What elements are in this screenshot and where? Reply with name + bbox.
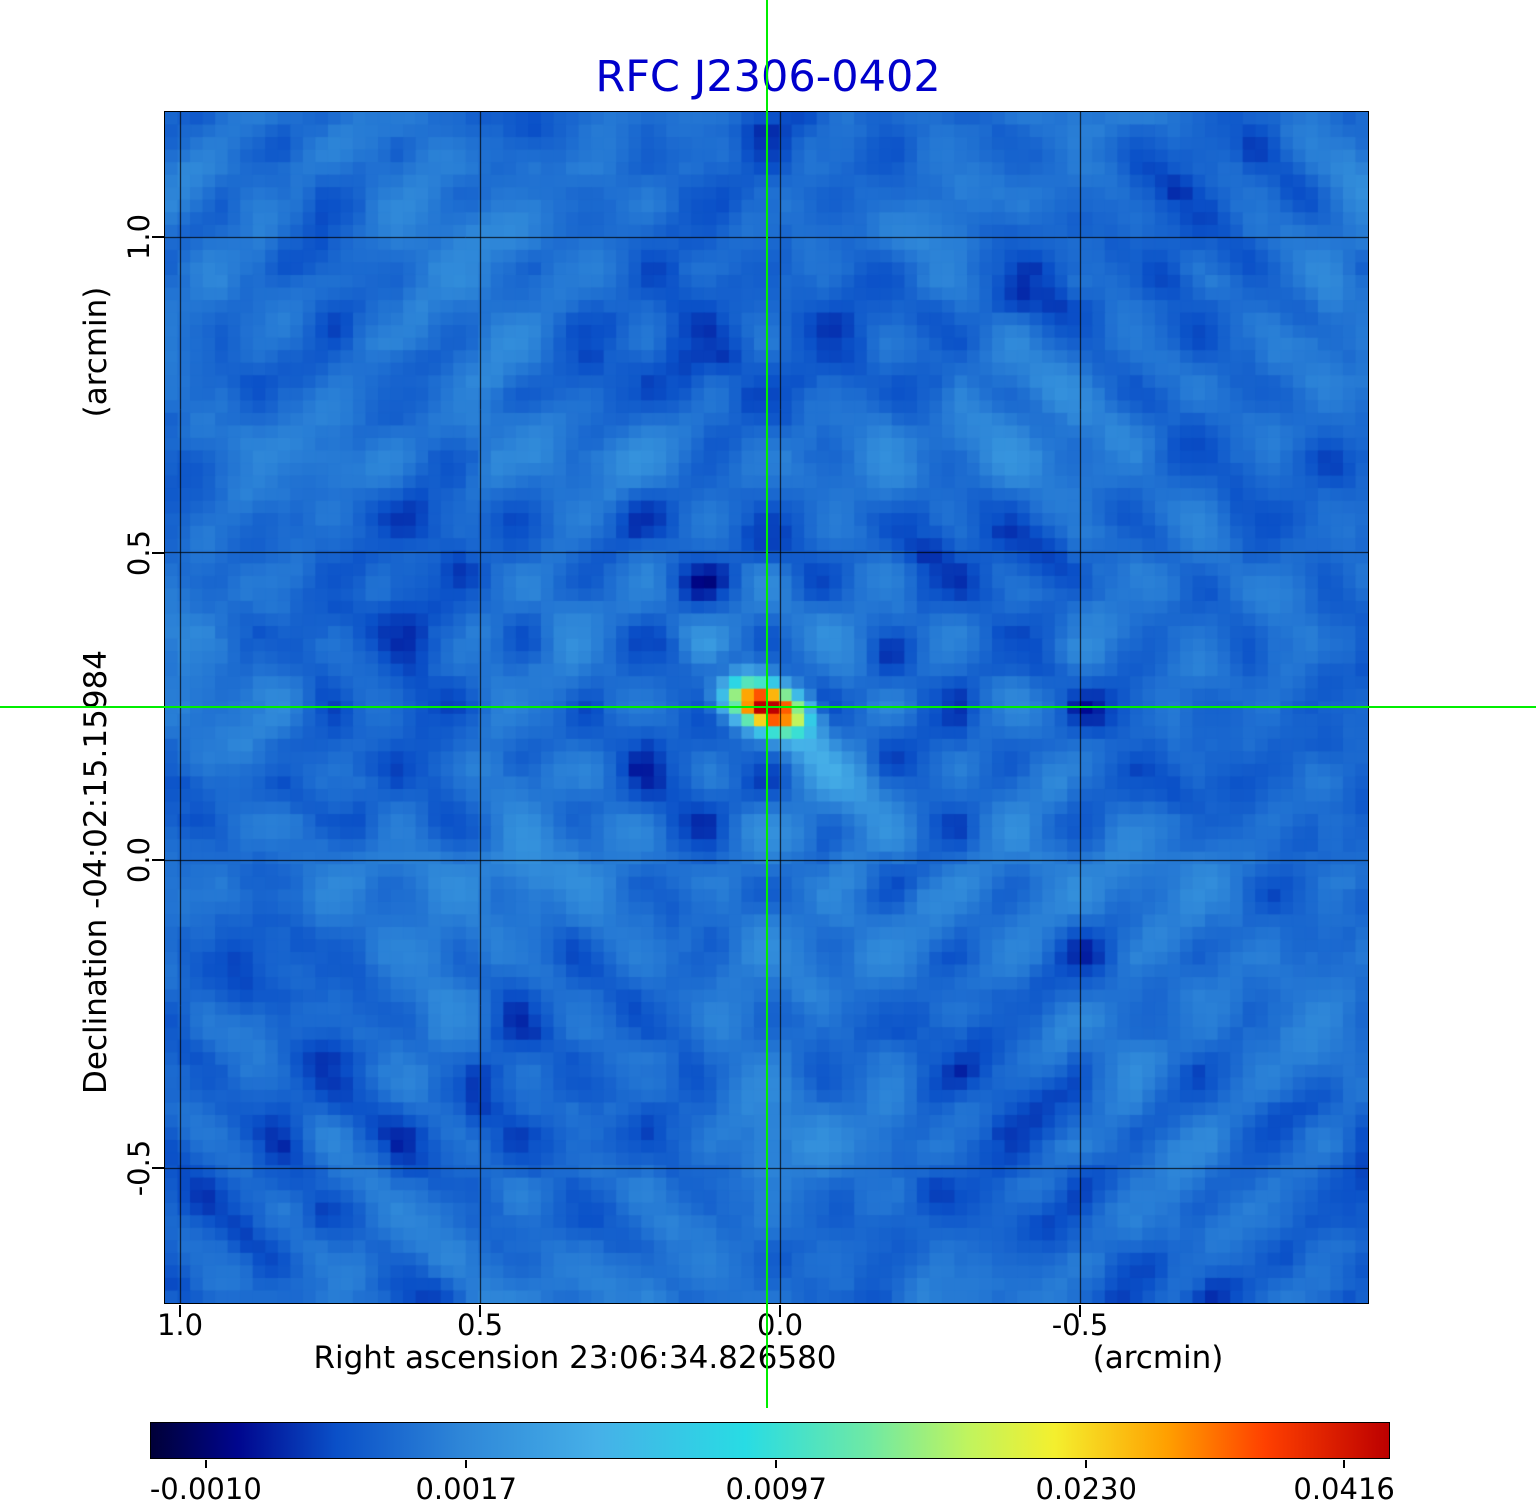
x-axis-tick-mark (479, 1305, 481, 1317)
colorbar (150, 1422, 1390, 1459)
x-axis-unit-label: (arcmin) (1092, 1340, 1224, 1376)
crosshair-horizontal-line (0, 706, 1536, 708)
plot-title: RFC J2306-0402 (595, 52, 941, 102)
colorbar-tick-label: 0.0230 (1035, 1472, 1137, 1506)
y-axis-tick-mark (152, 1167, 164, 1169)
colorbar-tick-label: 0.0017 (415, 1472, 517, 1506)
y-axis-title: Declination -04:02:15.15984 (78, 650, 114, 1094)
colorbar-tick-label: -0.0010 (149, 1472, 262, 1506)
colorbar-tick-mark (204, 1460, 207, 1468)
y-tick-label: 1.0 (122, 213, 156, 261)
y-axis-tick-mark (152, 552, 164, 554)
colorbar-tick-mark (1343, 1460, 1346, 1468)
crosshair-vertical-line (766, 0, 768, 1408)
x-tick-label: -0.5 (1051, 1308, 1109, 1342)
colorbar-tick-mark (465, 1460, 468, 1468)
x-axis-tick-mark (1079, 1305, 1081, 1317)
colorbar-tick-label: 0.0097 (725, 1472, 827, 1506)
y-axis-tick-mark (152, 859, 164, 861)
colorbar-tick-label: 0.0416 (1293, 1472, 1395, 1506)
y-axis-unit-label: (arcmin) (78, 286, 114, 418)
y-tick-label: 0.0 (122, 836, 156, 884)
x-tick-label: 0.5 (456, 1308, 504, 1342)
colorbar-tick-mark (775, 1460, 778, 1468)
y-tick-label: -0.5 (122, 1139, 156, 1197)
x-axis-tick-mark (179, 1305, 181, 1317)
x-tick-label: 1.0 (156, 1308, 204, 1342)
x-axis-title: Right ascension 23:06:34.826580 (313, 1340, 837, 1376)
x-axis-tick-mark (779, 1305, 781, 1317)
y-axis-tick-mark (152, 236, 164, 238)
x-tick-label: 0.0 (756, 1308, 804, 1342)
colorbar-tick-mark (1085, 1460, 1088, 1468)
y-tick-label: 0.5 (122, 529, 156, 577)
